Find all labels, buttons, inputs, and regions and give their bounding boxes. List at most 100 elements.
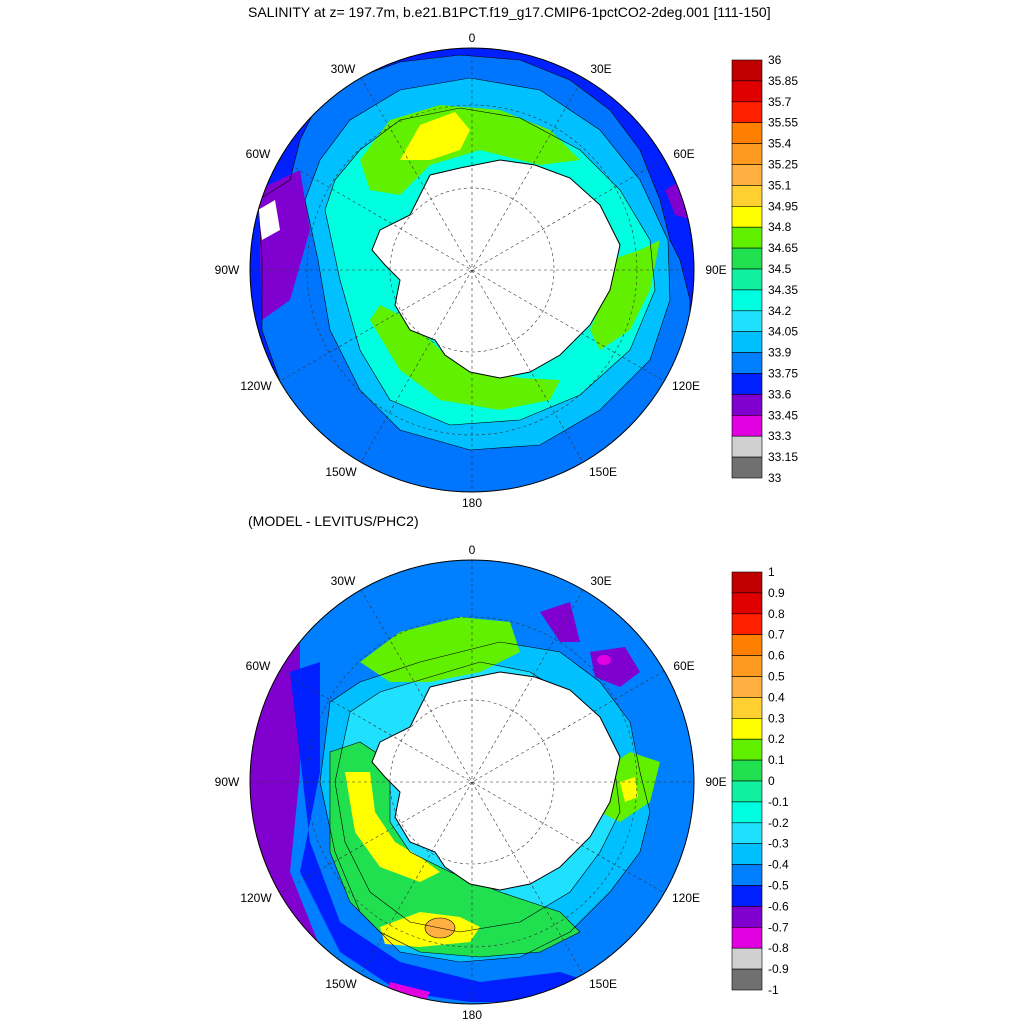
lon-label-120e: 120E [672,891,700,905]
salinity-colorbar-swatch [731,310,763,332]
difference-colorbar-tick-label: 0 [768,774,775,788]
difference-colorbar-swatch [731,655,763,677]
lon-label-120w: 120W [240,379,272,393]
difference-polar-map: 0 30E 60E 90E 120E 150E 180 150W 120W 90… [215,543,789,1022]
graticule [250,48,694,492]
difference-colorbar-swatch [731,885,763,907]
lon-label-120e: 120E [672,379,700,393]
salinity-colorbar-tick-label: 36 [768,53,782,67]
lon-label-180: 180 [462,496,482,510]
salinity-colorbar-tick-label: 35.7 [768,95,792,109]
antarctica-landmass [371,159,621,379]
difference-colorbar-tick-label: 0.4 [768,690,785,704]
salinity-colorbar-tick-label: 34.95 [768,199,798,213]
difference-colorbar-swatch [731,822,763,844]
salinity-colorbar-swatch [731,164,763,186]
salinity-colorbar-swatch [731,143,763,165]
salinity-colorbar-swatch [731,226,763,249]
difference-colorbar-swatch [731,676,763,698]
salinity-colorbar-swatch [731,394,763,416]
salinity-colorbar: 36 35.85 35.7 35.55 35.4 35.25 35.1 34.95 34.8 34… [731,53,798,485]
difference-colorbar-tick-label: -0.7 [768,920,789,934]
salinity-colorbar-swatch [731,352,763,374]
lon-label-30w: 30W [331,62,356,76]
difference-colorbar-swatch [731,592,763,615]
salinity-colorbar-swatch [731,289,763,312]
salinity-colorbar-swatch [731,435,763,458]
salinity-colorbar-tick-label: 34.05 [768,325,798,339]
difference-colorbar-tick-label: -0.8 [768,941,789,955]
lon-label-90e: 90E [705,263,726,277]
lon-label-0: 0 [469,543,476,557]
difference-colorbar-swatch [731,801,763,824]
salinity-colorbar-swatch [731,268,763,291]
graticule [250,560,694,1004]
salinity-colorbar-swatch [731,247,763,270]
difference-colorbar-tick-label: 0.5 [768,670,785,684]
salinity-colorbar-swatch [731,59,763,82]
difference-colorbar-tick-label: 0.7 [768,628,785,642]
difference-colorbar-swatch [731,634,763,656]
salinity-colorbar-swatch [731,414,763,437]
salinity-colorbar-tick-label: 34.35 [768,283,798,297]
salinity-colorbar-tick-label: 34.5 [768,262,792,276]
difference-colorbar-swatch [731,947,763,970]
lon-label-90w: 90W [215,263,240,277]
lon-label-0: 0 [469,31,476,45]
difference-colorbar-tick-label: -1 [768,983,779,997]
salinity-colorbar-tick-label: 35.25 [768,158,798,172]
salinity-colorbar-swatch [731,122,763,144]
difference-colorbar-tick-label: -0.1 [768,795,789,809]
difference-subtitle: (MODEL - LEVITUS/PHC2) [248,513,419,529]
lon-label-60e: 60E [673,659,694,673]
antarctica-landmass [371,671,621,891]
difference-colorbar-tick-label: -0.9 [768,962,789,976]
map-boundary [249,47,695,493]
lon-label-120w: 120W [240,891,272,905]
lon-label-60e: 60E [673,147,694,161]
salinity-colorbar-tick-label: 33.3 [768,429,792,443]
salinity-colorbar-tick-label: 33.75 [768,367,798,381]
salinity-colorbar-tick-label: 34.2 [768,304,792,318]
salinity-colorbar-swatch [731,101,763,124]
lon-label-90w: 90W [215,775,240,789]
map-boundary [249,559,695,1005]
difference-colorbar-tick-label: 0.6 [768,649,785,663]
lon-label-150w: 150W [325,977,357,991]
lon-label-30w: 30W [331,574,356,588]
difference-colorbar-swatch [731,738,763,761]
lon-label-150e: 150E [589,465,617,479]
difference-colorbar-tick-label: 0.9 [768,586,785,600]
difference-colorbar-tick-label: 0.3 [768,711,785,725]
difference-colorbar-swatch [731,718,763,740]
lon-label-180: 180 [462,1008,482,1022]
salinity-colorbar-swatch [731,185,763,207]
salinity-colorbar-swatch [731,331,763,353]
difference-colorbar-swatch [731,780,763,803]
difference-colorbar-tick-label: -0.2 [768,816,789,830]
difference-colorbar-swatch [731,843,763,865]
difference-colorbar: 1 0.9 0.8 0.7 0.6 0.5 0.4 0.3 0.2 0.1 0 -0.1 -0.2 -0.… [731,565,789,997]
lon-label-90e: 90E [705,775,726,789]
difference-colorbar-tick-label: -0.5 [768,879,789,893]
difference-colorbar-swatch [731,864,763,886]
lon-label-60w: 60W [246,659,271,673]
salinity-colorbar-tick-label: 33.45 [768,408,798,422]
difference-colorbar-swatch [731,906,763,928]
difference-colorbar-swatch [731,926,763,949]
lon-label-60w: 60W [246,147,271,161]
salinity-colorbar-swatch [731,373,763,395]
salinity-colorbar-swatch [731,80,763,103]
difference-colorbar-tick-label: -0.6 [768,899,789,913]
salinity-colorbar-tick-label: 33.15 [768,450,798,464]
difference-colorbar-tick-label: 0.2 [768,732,785,746]
difference-colorbar-tick-label: -0.3 [768,837,789,851]
lon-label-30e: 30E [590,62,611,76]
salinity-colorbar-tick-label: 35.1 [768,178,792,192]
salinity-colorbar-tick-label: 35.85 [768,74,798,88]
salinity-colorbar-swatch [731,456,763,479]
difference-colorbar-swatch [731,613,763,636]
difference-colorbar-tick-label: 0.1 [768,753,785,767]
difference-colorbar-swatch [731,571,763,594]
difference-colorbar-tick-label: 1 [768,565,775,579]
